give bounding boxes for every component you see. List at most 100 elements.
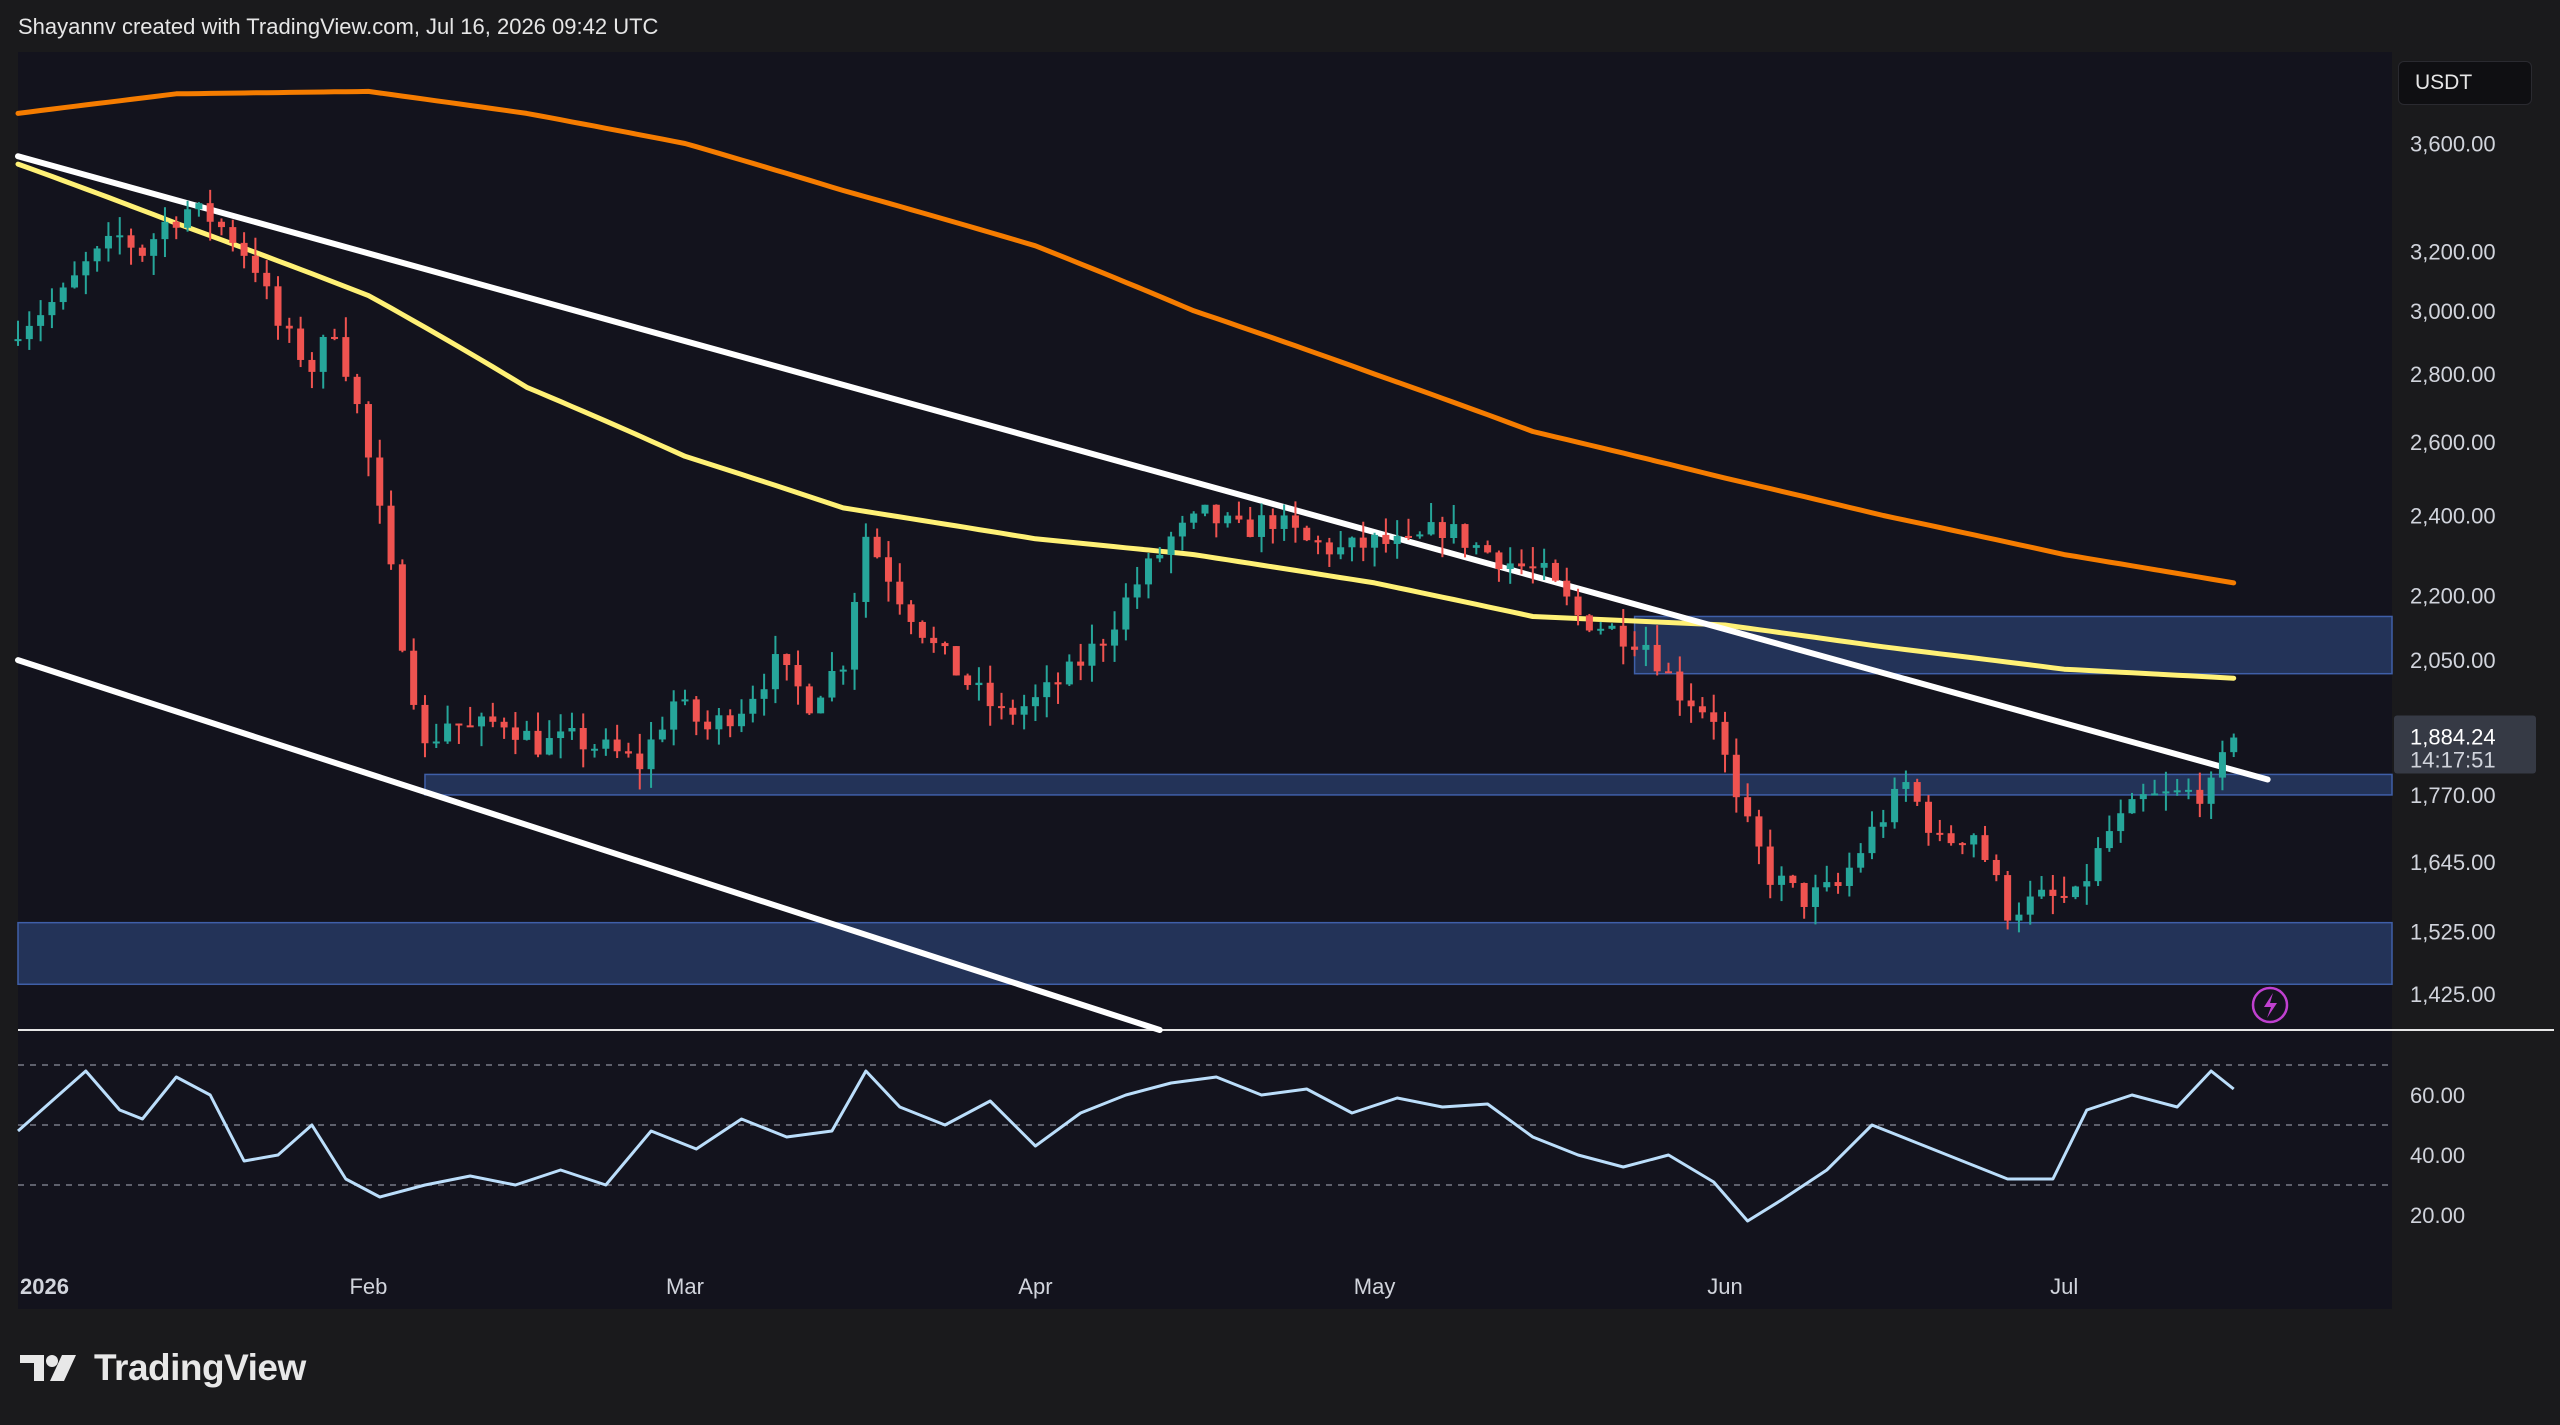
candle-body — [2218, 752, 2226, 778]
zone-3 — [17, 921, 2393, 986]
candle-body — [2094, 848, 2102, 882]
candle — [975, 667, 983, 701]
candle-body — [862, 536, 870, 602]
brand-name: TradingView — [94, 1347, 306, 1388]
candle-body — [217, 221, 225, 228]
candle-body — [1303, 527, 1311, 541]
candle-body — [1653, 644, 1661, 672]
candle — [1246, 506, 1254, 538]
tradingview-logo[interactable]: TradingView — [18, 1347, 306, 1388]
candle-body — [1857, 853, 1865, 868]
y-tick-label: 3,000.00 — [2410, 299, 2496, 324]
candle-body — [1190, 513, 1198, 523]
candle-body — [2139, 794, 2147, 800]
x-tick-label: Apr — [1018, 1274, 1052, 1299]
candle — [568, 712, 576, 740]
candle-body — [82, 261, 90, 276]
ema-long-line — [15, 88, 2237, 586]
candle — [25, 311, 33, 350]
candle-body — [410, 650, 418, 705]
candle-body — [1416, 534, 1424, 537]
candle — [195, 202, 203, 217]
candle — [455, 723, 463, 744]
candle-body — [1868, 826, 1876, 854]
candle — [681, 689, 689, 706]
candle — [658, 716, 666, 743]
candle-body — [1506, 563, 1514, 570]
candle — [1122, 583, 1130, 641]
candle-body — [568, 728, 576, 732]
candle — [172, 216, 180, 240]
candle-body — [2015, 914, 2023, 921]
candle-body — [647, 739, 655, 770]
candle-body — [828, 670, 836, 698]
candle — [1404, 518, 1412, 541]
candle-body — [1574, 596, 1582, 616]
candle — [1981, 825, 1989, 862]
candle — [444, 705, 452, 744]
candle-body — [489, 716, 497, 722]
candle-body — [1065, 661, 1073, 685]
candle-body — [1291, 515, 1299, 528]
candle — [1563, 567, 1571, 606]
candle — [1009, 699, 1017, 725]
candle — [1992, 854, 2000, 882]
candle — [331, 328, 339, 341]
candle — [545, 720, 553, 756]
candle — [1676, 656, 1684, 716]
candle-body — [1088, 643, 1096, 666]
candle-body — [1676, 671, 1684, 701]
candle-body — [715, 715, 723, 730]
candle-body — [941, 643, 949, 647]
candle — [116, 217, 124, 255]
chart-canvas[interactable]: 3,600.00 3,200.00 3,000.00 2,800.00 2,600.00… — [0, 0, 2560, 1310]
candle — [1371, 532, 1379, 567]
candle — [1348, 536, 1356, 562]
candle — [1156, 547, 1164, 563]
candle — [534, 712, 542, 758]
candle-body — [602, 739, 610, 749]
y-tick-label: 1,525.00 — [2410, 920, 2496, 945]
candle — [783, 653, 791, 681]
candle-body — [1495, 552, 1503, 570]
candle-body — [2151, 793, 2159, 796]
rsi-layer — [17, 1064, 2392, 1223]
candle-body — [1111, 629, 1119, 646]
candle — [217, 218, 225, 236]
y-tick-label: 1,425.00 — [2410, 982, 2496, 1007]
candle-body — [636, 753, 644, 770]
candle — [1710, 694, 1718, 740]
candle-body — [1551, 562, 1559, 581]
currency-selector[interactable]: USDT — [2398, 61, 2532, 105]
candle-body — [1337, 547, 1345, 555]
candle-body — [1518, 563, 1526, 567]
candle — [1144, 552, 1152, 599]
candle-body — [285, 325, 293, 329]
candle — [1461, 523, 1469, 558]
candle — [1065, 654, 1073, 687]
candle — [1212, 504, 1220, 538]
candle — [93, 245, 101, 272]
candle — [1800, 882, 1808, 919]
candle — [1201, 504, 1209, 517]
candle-body — [93, 248, 101, 262]
candle — [489, 702, 497, 728]
candle — [839, 665, 847, 685]
candle-body — [274, 286, 282, 326]
candle-body — [1619, 625, 1627, 647]
candle-body — [37, 315, 45, 326]
candle-body — [184, 209, 192, 228]
candle-body — [1359, 537, 1367, 548]
candle-body — [2060, 895, 2068, 898]
candle — [1314, 535, 1322, 555]
candle — [2173, 778, 2181, 796]
candle-body — [1484, 545, 1492, 553]
candle — [1698, 697, 1706, 719]
candle-body — [2196, 789, 2204, 804]
y-tick-label: 3,600.00 — [2410, 131, 2496, 156]
candle-body — [240, 242, 248, 256]
candle-body — [952, 646, 960, 676]
candle — [263, 260, 271, 300]
candle-body — [658, 729, 666, 740]
candle-body — [229, 227, 237, 243]
